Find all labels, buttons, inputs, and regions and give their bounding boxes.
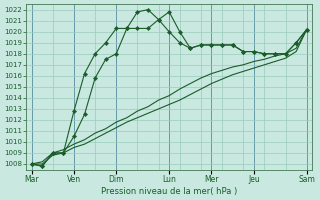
X-axis label: Pression niveau de la mer( hPa ): Pression niveau de la mer( hPa ) bbox=[101, 187, 237, 196]
